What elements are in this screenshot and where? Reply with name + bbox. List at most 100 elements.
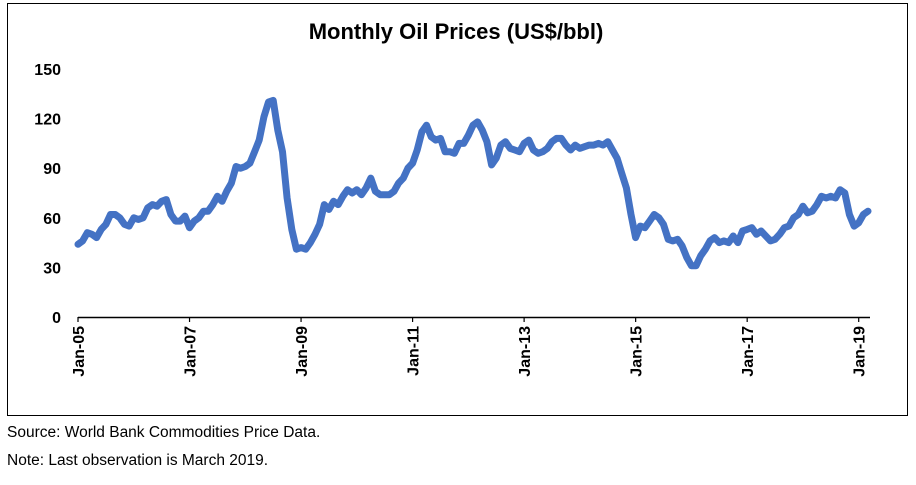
x-tick-label: Jan-19 <box>852 326 869 377</box>
data-point <box>327 208 331 212</box>
x-tick-label: Jan-17 <box>740 326 757 377</box>
data-point <box>360 193 364 197</box>
data-point <box>634 236 638 240</box>
data-point <box>745 227 749 231</box>
data-point <box>587 143 591 147</box>
data-point <box>866 209 870 213</box>
data-point <box>485 140 489 144</box>
data-point <box>597 141 601 145</box>
data-point <box>685 256 689 260</box>
data-point <box>731 234 735 238</box>
data-point <box>350 191 354 195</box>
data-point <box>671 239 675 243</box>
data-point <box>127 224 131 228</box>
data-point <box>480 128 484 132</box>
data-point <box>629 213 633 217</box>
data-point <box>215 194 219 198</box>
chart-title: Monthly Oil Prices (US$/bbl) <box>309 19 604 44</box>
data-point <box>164 198 168 202</box>
data-point <box>294 247 298 251</box>
data-point <box>415 148 419 152</box>
data-point <box>253 150 257 154</box>
data-point <box>504 140 508 144</box>
x-tick-label: Jan-09 <box>294 326 311 377</box>
data-point <box>183 214 187 218</box>
y-tick-label: 90 <box>43 161 61 178</box>
data-point <box>123 222 127 226</box>
y-tick-label: 60 <box>43 211 61 228</box>
data-point <box>606 140 610 144</box>
data-point <box>452 151 456 155</box>
data-point <box>150 203 154 207</box>
data-point <box>355 188 359 192</box>
data-point <box>229 181 233 185</box>
x-axis: Jan-05 Jan-07 Jan-09 Jan-11 Jan-13 Jan-15 Jan-… <box>71 316 870 377</box>
data-point <box>555 136 559 140</box>
data-point <box>578 146 582 150</box>
data-point <box>806 211 810 215</box>
data-point <box>322 203 326 207</box>
data-point <box>308 241 312 245</box>
chart-frame: Monthly Oil Prices (US$/bbl) 0 30 60 90 120 1… <box>7 3 908 416</box>
data-point <box>545 146 549 150</box>
data-point <box>550 140 554 144</box>
data-point <box>773 237 777 241</box>
y-axis: 0 30 60 90 120 150 <box>34 62 61 327</box>
data-point <box>429 135 433 139</box>
data-point <box>290 227 294 231</box>
data-point <box>861 213 865 217</box>
data-point <box>569 148 573 152</box>
series-group <box>74 96 872 270</box>
data-point <box>652 213 656 217</box>
data-point <box>192 219 196 223</box>
data-point <box>662 222 666 226</box>
data-point <box>583 145 587 149</box>
data-point <box>676 237 680 241</box>
y-tick-label: 30 <box>43 260 61 277</box>
data-point <box>281 150 285 154</box>
x-tick-label: Jan-05 <box>71 326 88 377</box>
data-point <box>643 226 647 230</box>
x-tick-label: Jan-11 <box>406 326 423 376</box>
data-point <box>392 189 396 193</box>
data-point <box>717 241 721 245</box>
data-point <box>239 166 243 170</box>
data-point <box>155 204 159 208</box>
data-point <box>276 128 280 132</box>
data-point <box>434 138 438 142</box>
data-point <box>796 213 800 217</box>
data-point <box>536 151 540 155</box>
data-point <box>420 130 424 134</box>
data-point <box>801 204 805 208</box>
data-point <box>99 227 103 231</box>
data-point <box>689 264 693 268</box>
data-point <box>815 203 819 207</box>
data-point <box>541 150 545 154</box>
data-point <box>197 216 201 220</box>
data-point <box>750 226 754 230</box>
data-point <box>346 188 350 192</box>
data-point <box>857 221 861 225</box>
data-point <box>499 143 503 147</box>
data-point <box>527 138 531 142</box>
data-point <box>852 224 856 228</box>
data-point <box>267 100 271 104</box>
data-point <box>248 161 252 165</box>
data-point <box>132 216 136 220</box>
data-point <box>615 156 619 160</box>
oil-price-line-chart: Monthly Oil Prices (US$/bbl) 0 30 60 90 120 1… <box>34 19 872 377</box>
data-point <box>304 247 308 251</box>
data-point <box>638 224 642 228</box>
data-point <box>824 196 828 200</box>
data-point <box>85 231 89 235</box>
x-tick-label: Jan-15 <box>629 326 646 377</box>
data-point <box>559 136 563 140</box>
data-point <box>494 156 498 160</box>
data-point <box>369 176 373 180</box>
data-point <box>313 232 317 236</box>
y-tick-label: 0 <box>52 310 61 327</box>
data-point <box>462 141 466 145</box>
data-point <box>564 143 568 147</box>
data-point <box>810 209 814 213</box>
data-point <box>425 123 429 127</box>
